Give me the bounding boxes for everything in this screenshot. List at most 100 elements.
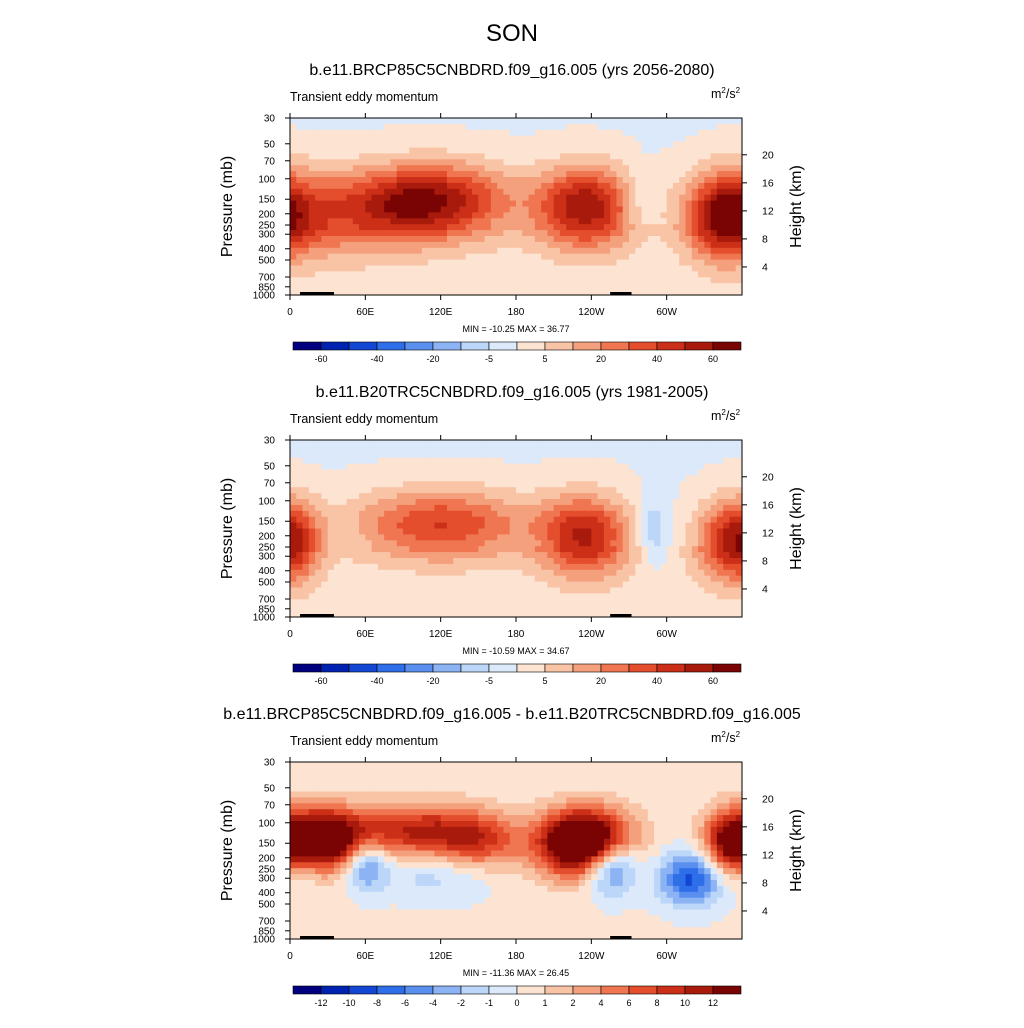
contour-cell [654, 177, 661, 184]
contour-cell [604, 266, 611, 273]
contour-cell [692, 452, 699, 459]
colorbar-label: -20 [426, 676, 439, 686]
contour-cell [303, 786, 310, 793]
contour-cell [359, 230, 366, 237]
contour-cell [472, 593, 479, 600]
contour-cell [478, 774, 485, 781]
contour-cell [585, 546, 592, 553]
contour-cell [422, 588, 429, 595]
contour-cell [378, 171, 385, 178]
contour-cell [554, 177, 561, 184]
contour-cell [623, 148, 630, 155]
contour-cell [447, 148, 454, 155]
contour-cell [353, 529, 360, 536]
contour-cell [522, 797, 529, 804]
contour-cell [660, 248, 667, 255]
contour-cell [591, 774, 598, 781]
contour-cell [321, 165, 328, 172]
contour-cell [591, 165, 598, 172]
contour-cell [623, 136, 630, 143]
contour-cell [428, 189, 435, 196]
contour-cell [667, 283, 674, 290]
contour-cell [315, 218, 322, 225]
contour-cell [290, 148, 297, 155]
contour-cell [667, 499, 674, 506]
contour-cell [365, 762, 372, 769]
contour-cell [554, 248, 561, 255]
contour-cell [321, 440, 328, 447]
contour-cell [290, 260, 297, 267]
contour-cell [365, 218, 372, 225]
contour-cell [378, 593, 385, 600]
contour-cell [623, 236, 630, 243]
contour-cell [510, 195, 517, 202]
contour-cell [447, 493, 454, 500]
contour-cell [441, 130, 448, 137]
contour-cell [447, 189, 454, 196]
contour-cell [679, 540, 686, 547]
contour-cell [321, 534, 328, 541]
contour-cell [516, 517, 523, 524]
contour-cell [321, 271, 328, 278]
contour-cell [535, 153, 542, 160]
contour-cell [321, 768, 328, 775]
contour-cell [453, 564, 460, 571]
contour-cell [591, 582, 598, 589]
contour-cell [610, 118, 617, 125]
contour-cell [409, 277, 416, 284]
contour-cell [334, 540, 341, 547]
contour-cell [296, 440, 303, 447]
contour-cell [566, 797, 573, 804]
contour-cell [679, 786, 686, 793]
contour-cell [554, 593, 561, 600]
contour-cell [403, 481, 410, 488]
contour-cell [679, 266, 686, 273]
contour-cell [623, 523, 630, 530]
contour-cell [522, 201, 529, 208]
y-tick-label: 1000 [253, 613, 276, 624]
contour-cell [673, 212, 680, 219]
contour-cell [604, 452, 611, 459]
contour-cell [503, 552, 510, 559]
contour-cell [679, 177, 686, 184]
contour-cell [510, 493, 517, 500]
contour-cell [610, 165, 617, 172]
contour-cell [522, 159, 529, 166]
contour-cell [560, 159, 567, 166]
contour-cell [585, 242, 592, 249]
contour-cell [328, 762, 335, 769]
contour-cell [591, 440, 598, 447]
contour-cell [686, 487, 693, 494]
contour-cell [365, 283, 372, 290]
contour-cell [616, 248, 623, 255]
contour-cell [397, 142, 404, 149]
contour-cell [403, 446, 410, 453]
contour-cell [579, 605, 586, 612]
contour-cell [416, 260, 423, 267]
contour-cell [321, 283, 328, 290]
contour-cell [704, 552, 711, 559]
contour-cell [604, 564, 611, 571]
contour-cell [403, 124, 410, 130]
contour-cell [711, 446, 718, 453]
contour-cell [711, 236, 718, 243]
contour-cell [359, 189, 366, 196]
contour-cell [660, 165, 667, 172]
contour-cell [340, 224, 347, 231]
contour-cell [604, 792, 611, 799]
contour-cell [579, 458, 586, 465]
contour-cell [403, 153, 410, 160]
contour-cell [604, 458, 611, 465]
contour-cell [478, 762, 485, 769]
contour-cell [623, 505, 630, 512]
contour-cell [554, 517, 561, 524]
contour-cell [491, 446, 498, 453]
contour-cell [547, 283, 554, 290]
contour-cell [453, 266, 460, 273]
contour-cell [434, 792, 441, 799]
contour-cell [453, 505, 460, 512]
contour-cell [397, 212, 404, 219]
contour-cell [729, 517, 736, 524]
contour-cell [409, 517, 416, 524]
contour-cell [629, 564, 636, 571]
